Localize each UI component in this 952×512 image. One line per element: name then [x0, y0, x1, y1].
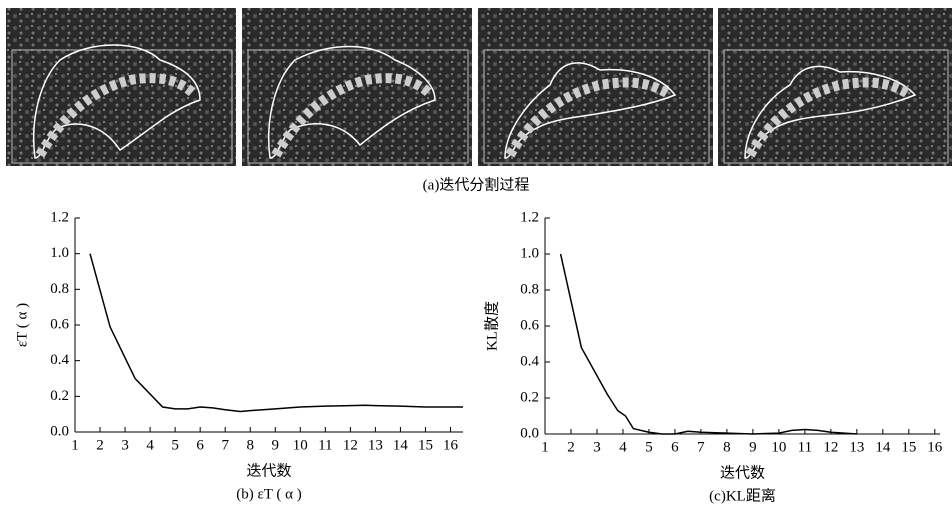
x-tick-label: 15 [901, 439, 916, 455]
x-tick-label: 14 [875, 439, 891, 455]
x-tick-label: 7 [221, 437, 229, 453]
x-tick-label: 12 [823, 439, 838, 455]
y-tick-label: 0.0 [50, 423, 69, 439]
segmentation-images [6, 8, 952, 166]
x-tick-label: 8 [246, 437, 254, 453]
y-tick-label: 0.2 [520, 389, 539, 405]
line [561, 254, 857, 434]
x-tick-label: 4 [146, 437, 154, 453]
x-tick-label: 15 [418, 437, 433, 453]
x-tick-label: 6 [671, 439, 679, 455]
x-tick-label: 5 [171, 437, 179, 453]
x-tick-label: 4 [619, 439, 627, 455]
page: (a)迭代分割过程 0.00.20.40.60.81.01.2123456789… [0, 0, 952, 512]
x-tick-label: 11 [318, 437, 332, 453]
x-tick-label: 3 [121, 437, 129, 453]
y-tick-label: 0.2 [50, 388, 69, 404]
x-tick-label: 3 [593, 439, 601, 455]
x-tick-label: 10 [771, 439, 786, 455]
y-tick-label: 0.6 [50, 316, 69, 332]
y-tick-label: 0.4 [520, 353, 539, 369]
x-tick-label: 9 [272, 437, 280, 453]
y-tick-label: 1.2 [50, 209, 69, 225]
y-axis-label: εT ( α ) [14, 303, 30, 347]
x-tick-label: 13 [368, 437, 383, 453]
x-tick-label: 2 [96, 437, 104, 453]
x-tick-label: 16 [443, 437, 459, 453]
x-tick-label: 13 [849, 439, 864, 455]
x-tick-label: 12 [343, 437, 358, 453]
x-tick-label: 1 [71, 437, 79, 453]
x-tick-label: 6 [196, 437, 204, 453]
x-axis-label: 迭代数 [246, 462, 291, 479]
x-tick-label: 8 [723, 439, 731, 455]
y-tick-label: 1.0 [50, 245, 69, 261]
x-tick-label: 7 [697, 439, 705, 455]
image [478, 8, 713, 166]
chart-caption: (b) εT ( α ) [236, 486, 302, 502]
figure: (a)迭代分割过程 0.00.20.40.60.81.01.2123456789… [0, 0, 952, 512]
x-tick-label: 11 [798, 439, 812, 455]
image [242, 8, 472, 166]
x-tick-label: 1 [541, 439, 549, 455]
y-tick-label: 1.2 [520, 209, 539, 225]
y-tick-label: 0.8 [520, 281, 539, 297]
y-tick-label: 0.8 [50, 281, 69, 297]
image [718, 8, 952, 166]
y-axis-label: KL散度 [483, 301, 500, 351]
chart-caption: (c)KL距离 [709, 487, 776, 504]
x-tick-label: 14 [393, 437, 409, 453]
x-tick-label: 2 [567, 439, 575, 455]
y-tick-label: 1.0 [520, 245, 539, 261]
images-caption: (a)迭代分割过程 [423, 176, 530, 193]
y-tick-label: 0.4 [50, 352, 69, 368]
line [90, 254, 463, 412]
y-tick-label: 0.6 [520, 317, 539, 333]
x-axis-label: 迭代数 [720, 464, 765, 481]
x-tick-label: 9 [749, 439, 757, 455]
image [6, 8, 236, 166]
x-tick-label: 16 [927, 439, 943, 455]
y-tick-label: 0.0 [520, 425, 539, 441]
x-tick-label: 10 [293, 437, 308, 453]
x-tick-label: 5 [645, 439, 653, 455]
